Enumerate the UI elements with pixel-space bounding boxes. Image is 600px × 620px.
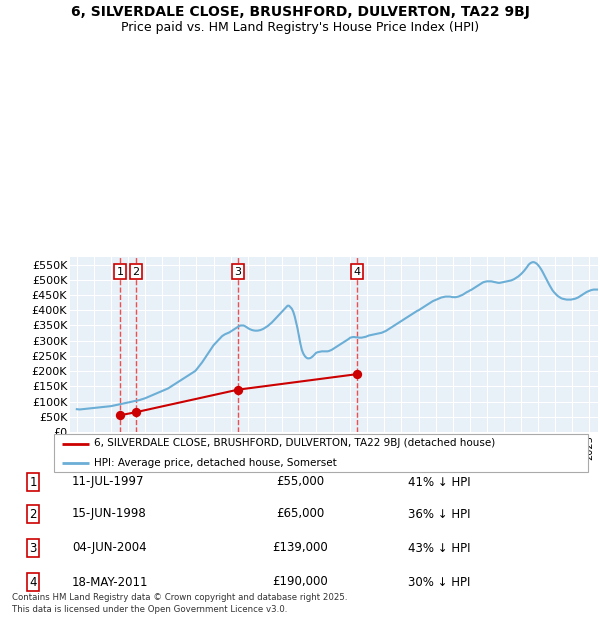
Text: 43% ↓ HPI: 43% ↓ HPI: [408, 541, 470, 554]
Text: £190,000: £190,000: [272, 575, 328, 588]
Text: HPI: Average price, detached house, Somerset: HPI: Average price, detached house, Some…: [94, 458, 337, 467]
Text: 30% ↓ HPI: 30% ↓ HPI: [408, 575, 470, 588]
Text: 1: 1: [116, 267, 124, 277]
Text: 41% ↓ HPI: 41% ↓ HPI: [408, 476, 470, 489]
Text: £55,000: £55,000: [276, 476, 324, 489]
Text: 4: 4: [353, 267, 360, 277]
Text: 36% ↓ HPI: 36% ↓ HPI: [408, 508, 470, 521]
Text: 04-JUN-2004: 04-JUN-2004: [72, 541, 146, 554]
Text: 1: 1: [29, 476, 37, 489]
Point: [352, 370, 362, 379]
Point: [115, 410, 125, 420]
Text: £65,000: £65,000: [276, 508, 324, 521]
Text: 2: 2: [132, 267, 139, 277]
Text: £139,000: £139,000: [272, 541, 328, 554]
Point: [131, 407, 140, 417]
Text: 4: 4: [29, 575, 37, 588]
Text: 6, SILVERDALE CLOSE, BRUSHFORD, DULVERTON, TA22 9BJ (detached house): 6, SILVERDALE CLOSE, BRUSHFORD, DULVERTO…: [94, 438, 496, 448]
Text: 18-MAY-2011: 18-MAY-2011: [72, 575, 149, 588]
Text: 6, SILVERDALE CLOSE, BRUSHFORD, DULVERTON, TA22 9BJ: 6, SILVERDALE CLOSE, BRUSHFORD, DULVERTO…: [71, 5, 529, 19]
Point: [233, 385, 242, 395]
Text: Price paid vs. HM Land Registry's House Price Index (HPI): Price paid vs. HM Land Registry's House …: [121, 22, 479, 35]
Text: 2: 2: [29, 508, 37, 521]
Text: Contains HM Land Registry data © Crown copyright and database right 2025.
This d: Contains HM Land Registry data © Crown c…: [12, 593, 347, 614]
Text: 11-JUL-1997: 11-JUL-1997: [72, 476, 145, 489]
Text: 15-JUN-1998: 15-JUN-1998: [72, 508, 147, 521]
Text: 3: 3: [29, 541, 37, 554]
Text: 3: 3: [234, 267, 241, 277]
